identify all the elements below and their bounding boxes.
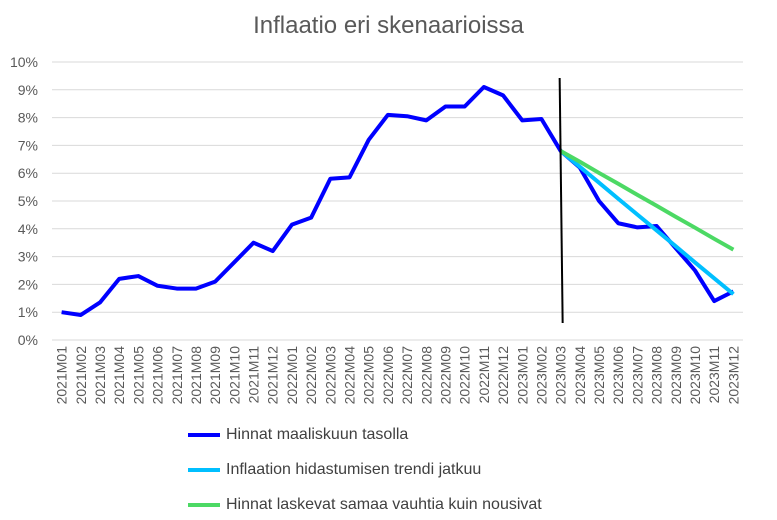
- y-tick-label: 9%: [18, 82, 38, 98]
- x-tick-label: 2023M08: [649, 346, 665, 405]
- x-tick-label: 2021M02: [73, 346, 89, 405]
- x-tick-label: 2022M11: [476, 346, 492, 404]
- x-tick-label: 2022M08: [418, 346, 434, 405]
- legend-label: Hinnat laskevat samaa vauhtia kuin nousi…: [226, 496, 542, 513]
- y-tick-label: 3%: [18, 249, 38, 265]
- x-tick-label: 2023M05: [591, 346, 607, 405]
- x-tick-label: 2022M12: [495, 346, 511, 405]
- vertical-marker-line: [558, 77, 564, 324]
- legend-swatch: [188, 433, 220, 437]
- x-tick-label: 2023M10: [687, 346, 703, 405]
- legend-item-2: Hinnat laskevat samaa vauhtia kuin nousi…: [188, 496, 542, 514]
- y-tick-label: 7%: [18, 137, 38, 153]
- y-tick-label: 10%: [10, 54, 38, 70]
- y-tick-label: 8%: [18, 110, 38, 126]
- legend-item-0: Hinnat maaliskuun tasolla: [188, 426, 408, 444]
- legend-item-1: Inflaation hidastumisen trendi jatkuu: [188, 461, 481, 479]
- x-tick-label: 2022M10: [457, 346, 473, 405]
- x-tick-label: 2023M04: [572, 346, 588, 405]
- x-tick-label: 2023M07: [629, 346, 645, 405]
- x-tick-label: 2023M09: [668, 346, 684, 405]
- legend-swatch: [188, 503, 220, 507]
- x-tick-label: 2022M04: [342, 346, 358, 405]
- y-tick-label: 5%: [18, 193, 38, 209]
- x-tick-label: 2022M02: [303, 346, 319, 405]
- x-tick-label: 2021M12: [265, 346, 281, 405]
- y-tick-label: 2%: [18, 276, 38, 292]
- x-tick-label: 2023M06: [610, 346, 626, 405]
- x-tick-label: 2021M10: [226, 346, 242, 405]
- x-tick-label: 2021M03: [92, 346, 108, 405]
- x-tick-label: 2021M05: [130, 346, 146, 405]
- series-line-2: [559, 149, 735, 252]
- x-tick-label: 2021M01: [54, 346, 70, 405]
- x-tick-label: 2022M09: [437, 346, 453, 405]
- legend-label: Hinnat maaliskuun tasolla: [226, 426, 409, 443]
- chart-title: Inflaatio eri skenaarioissa: [253, 12, 524, 39]
- x-tick-label: 2021M07: [169, 346, 185, 405]
- y-tick-label: 6%: [18, 165, 38, 181]
- x-tick-label: 2023M02: [533, 346, 549, 405]
- x-tick-label: 2022M07: [399, 346, 415, 405]
- y-tick-label: 0%: [18, 332, 38, 348]
- series-line-0: [61, 85, 735, 317]
- x-tick-label: 2023M11: [706, 346, 722, 404]
- series-line-1: [559, 149, 735, 296]
- x-tick-label: 2021M06: [150, 346, 166, 405]
- legend-swatch: [188, 468, 220, 472]
- y-tick-label: 1%: [18, 304, 38, 320]
- y-tick-label: 4%: [18, 221, 38, 237]
- x-tick-label: 2021M08: [188, 346, 204, 405]
- x-tick-label: 2022M05: [361, 346, 377, 405]
- x-tick-label: 2021M11: [246, 346, 262, 404]
- x-tick-label: 2023M12: [725, 346, 741, 405]
- x-tick-label: 2022M06: [380, 346, 396, 405]
- legend-label: Inflaation hidastumisen trendi jatkuu: [226, 461, 482, 478]
- x-tick-label: 2022M01: [284, 346, 300, 405]
- x-tick-label: 2022M03: [322, 346, 338, 405]
- x-tick-label: 2021M09: [207, 346, 223, 405]
- x-tick-label: 2023M03: [553, 346, 569, 405]
- x-tick-label: 2021M04: [111, 346, 127, 405]
- x-tick-label: 2023M01: [514, 346, 530, 405]
